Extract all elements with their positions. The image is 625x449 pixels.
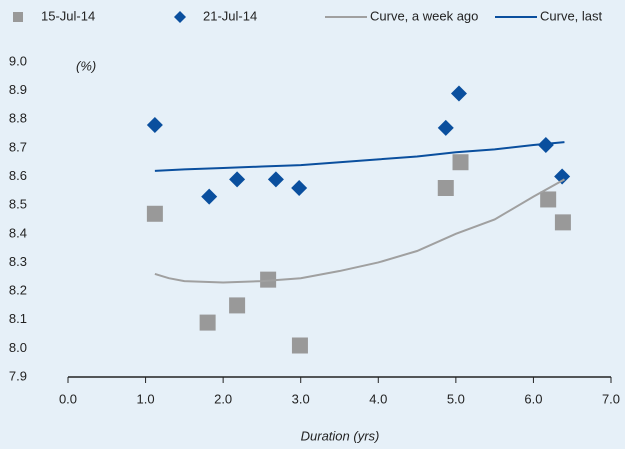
- y-tick-label: 8.1: [9, 311, 27, 326]
- legend-marker: [13, 12, 23, 22]
- point: [452, 154, 469, 171]
- legend-label: Curve, a week ago: [370, 8, 478, 23]
- point: [146, 205, 163, 222]
- y-tick-label: 8.9: [9, 82, 27, 97]
- y-tick-label: 8.5: [9, 197, 27, 212]
- legend-label: 15-Jul-14: [41, 8, 95, 23]
- y-tick-label: 8.0: [9, 340, 27, 355]
- y-tick-label: 8.3: [9, 254, 27, 269]
- curve-line: [154, 178, 565, 284]
- x-tick-label: 7.0: [602, 391, 620, 406]
- x-tick-label: 0.0: [59, 391, 77, 406]
- x-tick-label: 5.0: [447, 391, 465, 406]
- y-tick-label: 8.2: [9, 283, 27, 298]
- x-tick-label: 6.0: [524, 391, 542, 406]
- point: [229, 297, 246, 314]
- point: [201, 188, 218, 205]
- y-tick-label: 8.6: [9, 168, 27, 183]
- x-tick-label: 1.0: [137, 391, 155, 406]
- point: [146, 117, 163, 133]
- point: [437, 180, 454, 196]
- point: [540, 191, 557, 208]
- legend-label: 21-Jul-14: [203, 8, 257, 23]
- x-axis-label: Duration (yrs): [301, 428, 380, 443]
- point: [291, 337, 308, 354]
- point: [554, 168, 571, 185]
- y-tick-label: 8.8: [9, 111, 27, 126]
- x-tick-label: 2.0: [214, 391, 232, 406]
- y-tick-label: 9.0: [9, 53, 27, 68]
- unit-annotation: (%): [76, 58, 96, 73]
- legend-label: Curve, last: [540, 8, 603, 23]
- point: [229, 171, 246, 188]
- point: [267, 171, 284, 188]
- point: [199, 314, 216, 331]
- y-tick-label: 8.4: [9, 225, 27, 240]
- curve-line: [154, 141, 565, 172]
- y-tick-label: 7.9: [9, 368, 27, 383]
- point: [291, 180, 308, 196]
- x-tick-label: 4.0: [369, 391, 387, 406]
- point: [437, 119, 454, 136]
- point: [450, 85, 467, 102]
- y-tick-label: 8.7: [9, 139, 27, 154]
- x-tick-label: 3.0: [292, 391, 310, 406]
- legend-marker: [174, 11, 186, 23]
- point: [537, 137, 554, 154]
- point: [554, 214, 571, 231]
